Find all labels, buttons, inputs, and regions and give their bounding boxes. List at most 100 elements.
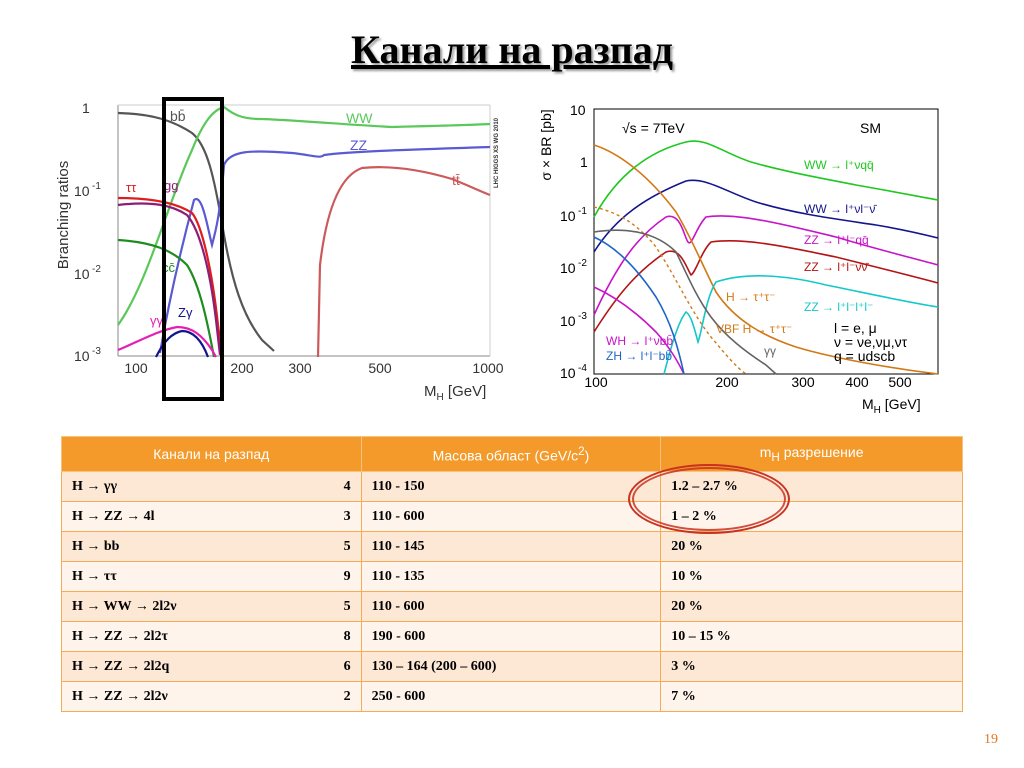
curve-wh — [593, 286, 685, 375]
cell-mass: 110 - 145 — [360, 531, 662, 562]
svg-text:1: 1 — [580, 154, 588, 170]
cell-mass: 110 - 600 — [360, 501, 662, 532]
svg-text:-3: -3 — [92, 346, 101, 357]
left-y-tick: 10 -1 — [74, 181, 101, 199]
label-gamgam-r: γγ — [764, 344, 776, 358]
cell-channel: H → ZZ → 2l2q 6 — [61, 651, 362, 682]
curve-ww — [117, 105, 491, 326]
label-gg: gg — [164, 178, 178, 193]
cell-channel: H → WW → 2l2ν 5 — [61, 591, 362, 622]
cell-resolution: 7 % — [660, 681, 963, 712]
cell-resolution: 10 % — [660, 561, 963, 592]
curve-vbf — [593, 206, 747, 375]
label-ww-lnln: WW → l⁺νl⁻ν̄ — [804, 202, 877, 216]
left-x-tick: 300 — [288, 360, 312, 376]
highlight-ellipse — [628, 464, 790, 534]
svg-text:1: 1 — [82, 100, 90, 116]
right-x-tick: 200 — [715, 374, 739, 390]
table-row: H → ZZ → 2l2ν 2 250 - 600 7 % — [61, 681, 963, 712]
cross-section-svg: 10 1 10 -1 10 -2 10 -3 10 -4 σ × BR [pb] 100… — [538, 102, 939, 416]
label-ww-lnqq: WW → l⁺νqq̄ — [804, 158, 874, 172]
right-x-tick: 400 — [845, 374, 869, 390]
cell-mass: 250 - 600 — [360, 681, 662, 712]
right-y-tick: 10 -3 — [560, 311, 587, 329]
svg-text:10: 10 — [74, 348, 90, 364]
curve-tt — [316, 166, 491, 358]
svg-text:10: 10 — [560, 208, 576, 224]
label-zgam: Zγ — [178, 305, 193, 320]
table-header-row: Канали на разпад Масова област (GeV/c2) … — [61, 436, 963, 472]
right-y-tick: 1 — [580, 154, 588, 170]
cell-channel: H → ZZ → 2l2ν 2 — [61, 681, 362, 712]
svg-text:10: 10 — [560, 313, 576, 329]
svg-text:10: 10 — [560, 260, 576, 276]
right-y-title: σ × BR [pb] — [538, 109, 554, 180]
left-x-tick: 100 — [124, 360, 148, 376]
energy-label: √s = 7TeV — [622, 120, 685, 136]
cell-resolution: 10 – 15 % — [660, 621, 963, 652]
curve-zh — [593, 236, 685, 375]
curve-gamgam — [117, 325, 217, 358]
table-row: H → ZZ → 4l 3 110 - 600 1 – 2 % — [61, 501, 963, 532]
cell-channel: H → ZZ → 4l 3 — [61, 501, 362, 532]
right-x-tick: 100 — [584, 374, 608, 390]
curve-htautau — [593, 144, 939, 375]
slide-title: Канали на разпад — [350, 27, 673, 72]
cell-resolution: 20 % — [660, 531, 963, 562]
cell-mass: 110 - 135 — [360, 561, 662, 592]
svg-text:-1: -1 — [92, 181, 101, 192]
label-htautau: H → τ⁺τ⁻ — [726, 290, 775, 304]
table-row: H → ττ 9 110 - 135 10 % — [61, 561, 963, 592]
svg-text:-2: -2 — [578, 258, 587, 269]
table-row: H → ZZ → 2l2τ 8 190 - 600 10 – 15 % — [61, 621, 963, 652]
left-plot-watermark: LHC HIGGS XS WG 2010 — [494, 117, 500, 188]
cell-channel: H → ττ 9 — [61, 561, 362, 592]
right-x-tick: 500 — [888, 374, 912, 390]
cell-mass: 130 – 164 (200 – 600) — [360, 651, 662, 682]
curve-zz — [158, 145, 491, 354]
svg-text:10: 10 — [74, 183, 90, 199]
cell-mass: 190 - 600 — [360, 621, 662, 652]
table-row: H → WW → 2l2ν 5 110 - 600 20 % — [61, 591, 963, 622]
label-ww: WW — [346, 110, 373, 126]
cell-mass: 110 - 150 — [360, 471, 662, 502]
right-y-tick: 10 -4 — [560, 363, 587, 381]
right-y-tick: 10 -2 — [560, 258, 587, 276]
cell-channel: H → γγ 4 — [61, 471, 362, 502]
curve-zz-4l — [663, 275, 939, 375]
label-tt: tt̄ — [452, 172, 460, 188]
cross-section-plot: 10 1 10 -1 10 -2 10 -3 10 -4 σ × BR [pb] 100… — [536, 97, 946, 417]
curve-ww-lnln — [593, 179, 939, 253]
svg-text:-1: -1 — [578, 206, 587, 217]
page-number: 19 — [984, 732, 998, 747]
svg-text:-3: -3 — [578, 311, 587, 322]
left-y-tick: 10 -2 — [74, 264, 101, 282]
label-zz-llnn: ZZ → l⁺l⁻νν̄ — [804, 260, 869, 274]
curve-zz-llnn — [593, 240, 939, 333]
svg-text:-2: -2 — [92, 264, 101, 275]
table-row: H → bb 5 110 - 145 20 % — [61, 531, 963, 562]
right-y-tick: 10 -1 — [560, 206, 587, 224]
legend-line: l = e, μ — [834, 320, 877, 336]
highlight-box — [162, 97, 224, 401]
curve-gamgam-r — [593, 229, 777, 375]
right-plot-frame — [593, 108, 939, 375]
svg-text:-4: -4 — [578, 363, 587, 374]
cell-channel: H → ZZ → 2l2τ 8 — [61, 621, 362, 652]
label-vbf: VBF H → τ⁺τ⁻ — [716, 322, 792, 336]
left-y-title: Branching ratios — [55, 161, 72, 269]
left-x-tick: 500 — [368, 360, 392, 376]
curve-cc — [117, 238, 216, 358]
legend-line: ν = νe,νμ,ντ — [834, 334, 908, 350]
cell-channel: H → bb 5 — [61, 531, 362, 562]
decay-channels-table: Канали на разпад Масова област (GeV/c2) … — [61, 436, 963, 712]
label-zh: ZH → l⁺l⁻bb̄ — [606, 349, 672, 363]
svg-text:10: 10 — [74, 266, 90, 282]
curve-gg — [117, 202, 222, 356]
label-zz-llqq: ZZ → l⁺l⁻qq̄ — [804, 233, 869, 247]
svg-text:10: 10 — [570, 102, 586, 118]
svg-text:10: 10 — [560, 365, 576, 381]
cell-mass: 110 - 600 — [360, 591, 662, 622]
curve-bb — [117, 111, 275, 352]
cell-resolution: 3 % — [660, 651, 963, 682]
